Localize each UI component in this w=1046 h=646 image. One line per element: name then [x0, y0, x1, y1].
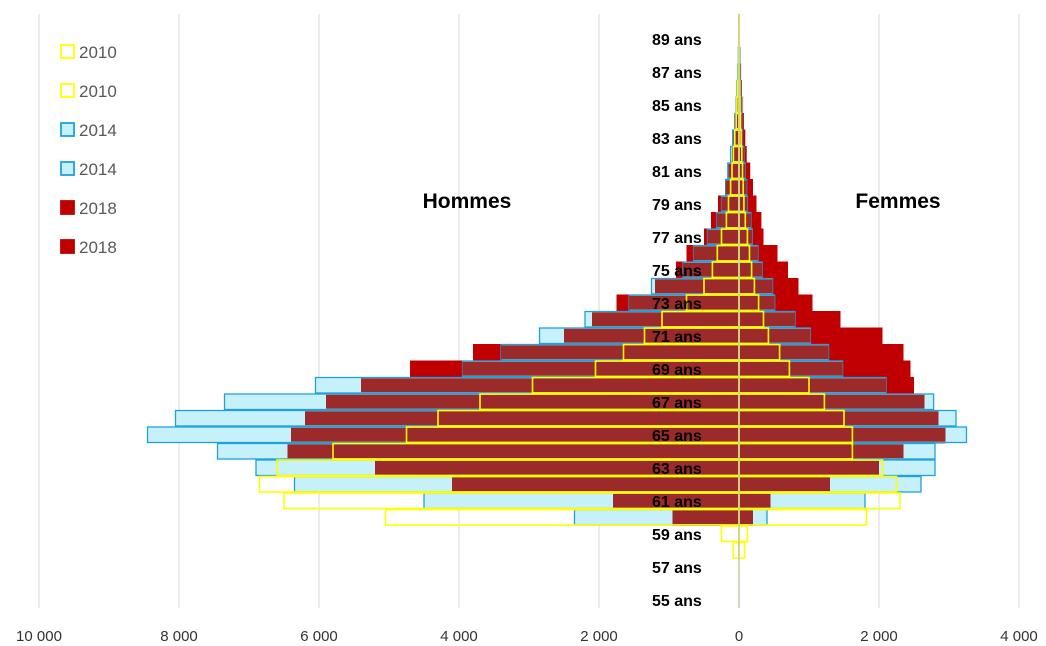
- age-label: 87 ans: [652, 65, 702, 82]
- bars: [146, 13, 968, 608]
- bar-2014-2018-overlap-femmes: [739, 229, 753, 244]
- bar-2014-2018-overlap-hommes: [305, 411, 739, 426]
- age-label: 85 ans: [652, 98, 702, 115]
- bar-2014-2018-overlap-hommes: [361, 378, 739, 393]
- age-label: 77 ans: [652, 230, 702, 247]
- bar-2014-2018-overlap-femmes: [739, 279, 773, 294]
- bar-2014-2018-overlap-hommes: [501, 345, 739, 360]
- bar-2010-femmes: [738, 541, 746, 559]
- age-label: 89 ans: [652, 32, 702, 49]
- bar-2014-2018-overlap-hommes: [733, 130, 739, 145]
- bar-2014-2018-overlap-hommes: [287, 444, 739, 459]
- age-label: 81 ans: [652, 164, 702, 181]
- x-tick-label: 0: [735, 628, 743, 645]
- bar-2014-2018-overlap-hommes: [707, 229, 739, 244]
- age-label: 57 ans: [652, 560, 702, 577]
- legend-label-2018: 2018: [79, 238, 117, 257]
- bar-2014-2018-overlap-hommes: [375, 460, 739, 475]
- legend-label-2010: 2010: [79, 82, 117, 101]
- femmes-label: Femmes: [855, 190, 940, 213]
- bar-2014-2018-overlap-hommes: [683, 262, 739, 277]
- bar-2014-2018-overlap-hommes: [462, 361, 739, 376]
- legend-swatch-2018: [60, 239, 75, 254]
- age-label: 65 ans: [652, 428, 702, 445]
- bar-2014-2018-overlap-femmes: [739, 328, 811, 343]
- bar-2014-2018-overlap-femmes: [739, 427, 946, 442]
- bar-2014-2018-overlap-femmes: [739, 246, 758, 261]
- legend-label-2010: 2010: [79, 43, 117, 62]
- x-tick-label: 4 000: [1000, 628, 1038, 645]
- x-tick-label: 6 000: [300, 628, 338, 645]
- labels: 10 000 8 000 6 000 4 000 2 000 0 2 000 4 000 55 …: [16, 32, 1038, 645]
- bar-2014-2018-overlap-femmes: [739, 295, 775, 310]
- bar-2014-2018-overlap-hommes: [613, 493, 739, 508]
- bar-2014-2018-overlap-femmes: [739, 444, 904, 459]
- bar-2014-2018-overlap-hommes: [716, 213, 739, 228]
- age-label: 69 ans: [652, 362, 702, 379]
- bar-2014-2018-overlap-hommes: [564, 328, 739, 343]
- bar-2014-2018-overlap-hommes: [592, 312, 739, 327]
- bar-2014-2018-overlap-hommes: [672, 510, 739, 525]
- age-label: 75 ans: [652, 263, 702, 280]
- x-tick-label: 2 000: [580, 628, 618, 645]
- bar-2010-femmes: [738, 525, 749, 543]
- age-label: 61 ans: [652, 494, 702, 511]
- age-label: 73 ans: [652, 296, 702, 313]
- legend-swatch-2010: [60, 83, 75, 98]
- bar-2010-hommes: [720, 525, 740, 543]
- x-tick-label: 10 000: [16, 628, 62, 645]
- bar-2010-hommes: [732, 541, 740, 559]
- age-label: 71 ans: [652, 329, 702, 346]
- bar-2014-2018-overlap-hommes: [629, 295, 739, 310]
- bar-2014-2018-overlap-femmes: [739, 411, 939, 426]
- age-label: 63 ans: [652, 461, 702, 478]
- legend-label-2014: 2014: [79, 121, 117, 140]
- age-label: 83 ans: [652, 131, 702, 148]
- hommes-label: Hommes: [423, 190, 512, 213]
- legend-label-2014: 2014: [79, 160, 117, 179]
- age-label: 79 ans: [652, 197, 702, 214]
- x-tick-label: 8 000: [160, 628, 198, 645]
- x-tick-label: 4 000: [440, 628, 478, 645]
- bar-2014-2018-overlap-hommes: [728, 163, 739, 178]
- bar-2014-2018-overlap-hommes: [721, 196, 739, 211]
- bar-2014-2018-overlap-femmes: [739, 345, 829, 360]
- bar-2014-2018-overlap-hommes: [452, 477, 739, 492]
- age-label: 59 ans: [652, 527, 702, 544]
- bar-2014-2018-overlap-hommes: [291, 427, 739, 442]
- legend-swatch-2010: [60, 44, 75, 59]
- legend: 2010 2010 2014 2014 2018 2018: [60, 43, 117, 257]
- bar-2014-2018-overlap-hommes: [693, 246, 739, 261]
- legend-swatch-2014: [60, 122, 75, 137]
- bar-2014-2018-overlap-femmes: [739, 312, 795, 327]
- bar-2014-2018-overlap-femmes: [739, 460, 879, 475]
- legend-swatch-2018: [60, 200, 75, 215]
- bar-2014-2018-overlap-hommes: [655, 279, 739, 294]
- bar-2014-2018-overlap-femmes: [739, 493, 771, 508]
- age-label: 67 ans: [652, 395, 702, 412]
- age-label: 55 ans: [652, 593, 702, 610]
- legend-label-2018: 2018: [79, 199, 117, 218]
- bar-2014-2018-overlap-femmes: [739, 361, 843, 376]
- bar-2014-2018-overlap-femmes: [739, 394, 925, 409]
- bar-2014-2018-overlap-femmes: [739, 378, 886, 393]
- bar-2014-2018-overlap-femmes: [739, 510, 753, 525]
- grid-lines: [38, 14, 1020, 608]
- bar-2014-2018-overlap-hommes: [732, 147, 739, 162]
- legend-swatch-2014: [60, 161, 75, 176]
- bar-2014-2018-overlap-femmes: [739, 477, 830, 492]
- bar-2014-2018-overlap-hommes: [725, 180, 739, 195]
- bar-2014-2018-overlap-femmes: [739, 262, 763, 277]
- x-tick-label: 2 000: [860, 628, 898, 645]
- bar-2014-2018-overlap-hommes: [326, 394, 739, 409]
